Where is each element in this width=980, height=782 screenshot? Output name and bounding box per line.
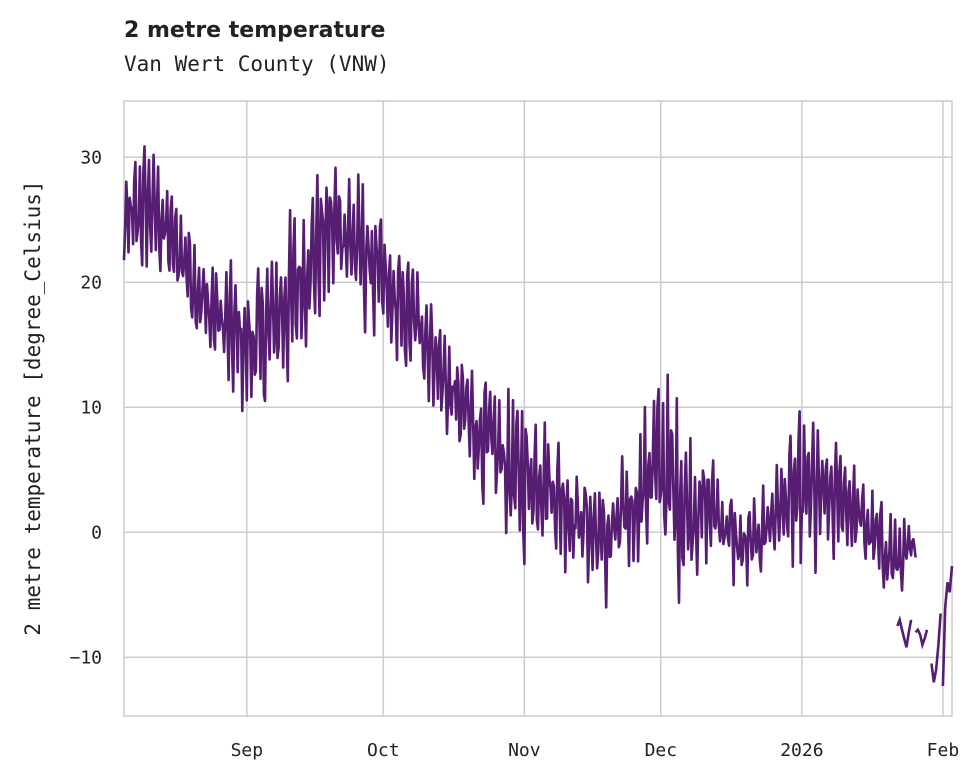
y-tick-label: −10 xyxy=(69,647,102,668)
series-lines xyxy=(122,145,954,687)
x-tick-label: Sep xyxy=(231,740,264,761)
temperature-late-segment xyxy=(930,613,942,683)
plot-frame xyxy=(123,100,953,717)
temperature-late-segment xyxy=(914,627,929,650)
y-tick-label: 0 xyxy=(91,522,102,543)
x-tick-label: Feb xyxy=(927,740,960,761)
chart-subtitle: Van Wert County (VNW) xyxy=(124,52,390,76)
y-tick-label: 10 xyxy=(80,397,102,418)
x-tick-label: Nov xyxy=(508,740,541,761)
grid-lines xyxy=(124,101,952,716)
y-axis-label: 2 metre temperature [degree_Celsius] xyxy=(21,180,45,635)
temperature-late-segment xyxy=(941,565,954,687)
chart-title: 2 metre temperature xyxy=(124,18,386,43)
y-tick-labels: 30 20 10 0 −10 xyxy=(69,147,102,668)
x-tick-label: 2026 xyxy=(780,740,823,761)
x-tick-labels: Sep Oct Nov Dec 2026 Feb xyxy=(231,740,960,761)
temperature-late-segment xyxy=(896,615,913,648)
x-tick-label: Oct xyxy=(367,740,400,761)
y-tick-label: 20 xyxy=(80,272,102,293)
x-tick-label: Dec xyxy=(645,740,678,761)
temperature-series-line xyxy=(122,145,917,609)
y-tick-label: 30 xyxy=(80,147,102,168)
